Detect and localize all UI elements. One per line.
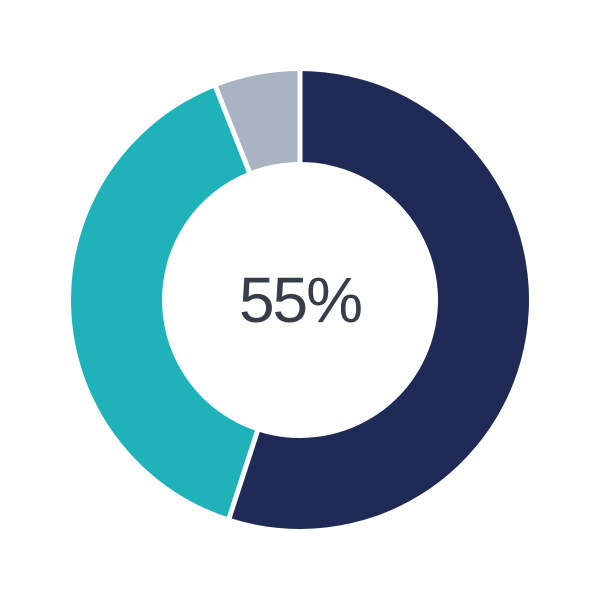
segment-separator bbox=[226, 428, 261, 521]
donut-segment-gray bbox=[215, 71, 300, 172]
donut-outline-ring bbox=[61, 61, 539, 539]
donut-segment-navy bbox=[229, 71, 530, 530]
segment-separator bbox=[212, 84, 253, 175]
donut-segment-teal bbox=[71, 87, 258, 518]
